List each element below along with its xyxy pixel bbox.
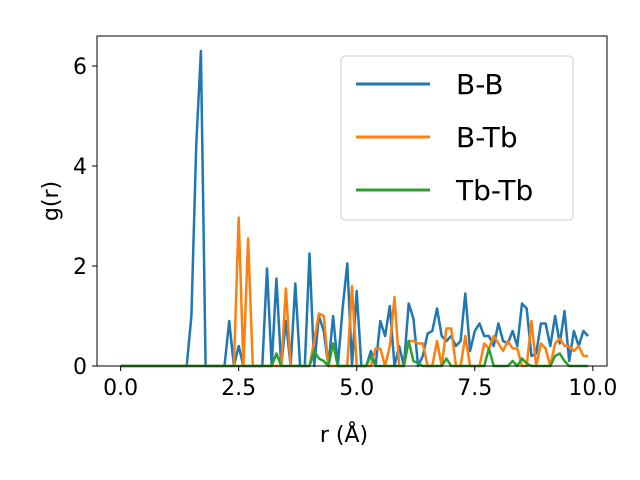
legend-label-tb-tb: Tb-Tb — [455, 174, 533, 207]
x-tick-label: 0.0 — [103, 376, 138, 401]
x-tick-label: 10.0 — [568, 376, 617, 401]
y-axis-label: g(r) — [39, 181, 64, 221]
x-tick-label: 5.0 — [339, 376, 374, 401]
plot-frame — [96, 35, 608, 367]
legend-box — [340, 55, 574, 221]
y-tick-label: 0 — [73, 355, 87, 380]
x-ticks: 0.0 2.5 5.0 7.5 10.0 — [103, 366, 617, 401]
y-tick-label: 6 — [73, 55, 87, 80]
x-tick-label: 7.5 — [457, 376, 492, 401]
legend-label-b-tb: B-Tb — [456, 121, 518, 154]
x-axis-label: r (Å) — [320, 421, 368, 448]
legend: B-B B-Tb Tb-Tb — [340, 55, 574, 221]
y-ticks: 0 2 4 6 — [73, 55, 97, 380]
legend-label-b-b: B-B — [456, 68, 504, 101]
x-tick-label: 2.5 — [221, 376, 256, 401]
y-tick-label: 4 — [73, 155, 87, 180]
y-tick-label: 2 — [73, 255, 87, 280]
